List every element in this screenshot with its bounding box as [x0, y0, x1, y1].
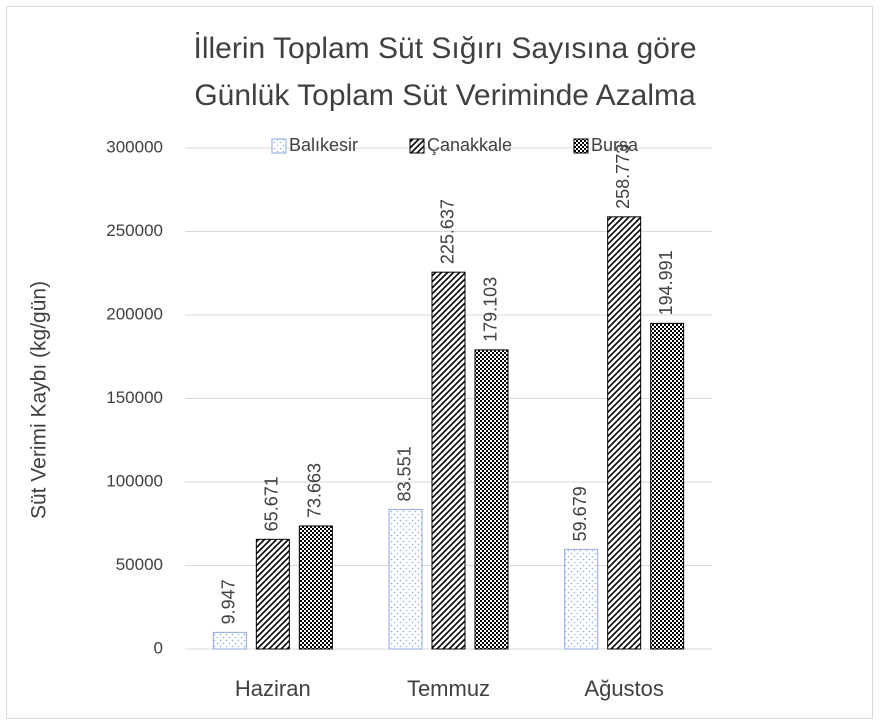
x-tick-label: Haziran: [235, 676, 311, 701]
x-tick-label: Temmuz: [407, 676, 490, 701]
legend-label: Çanakkale: [427, 135, 512, 155]
bar: [431, 271, 466, 650]
bar: [298, 525, 333, 650]
bar: [212, 631, 247, 650]
value-label: 9.947: [219, 579, 239, 624]
bar: [607, 216, 642, 650]
bar: [255, 538, 290, 650]
bar: [474, 349, 509, 650]
y-tick-label: 300000: [106, 137, 163, 156]
y-tick-label: 150000: [106, 388, 163, 407]
value-label: 179.103: [480, 277, 500, 342]
bar: [388, 508, 423, 650]
bar: [650, 322, 685, 650]
legend-label: Bursa: [591, 135, 639, 155]
legend-swatch: [271, 138, 287, 154]
y-tick-label: 50000: [116, 555, 163, 574]
value-label: 258.773: [613, 144, 633, 209]
y-tick-label: 0: [154, 638, 163, 657]
value-label: 59.679: [570, 486, 590, 541]
value-label: 194.991: [656, 250, 676, 315]
legend-swatch: [409, 138, 425, 154]
y-tick-label: 100000: [106, 471, 163, 490]
y-tick-label: 200000: [106, 304, 163, 323]
y-axis-label: Süt Verimi Kaybı (kg/gün): [28, 281, 51, 519]
legend-swatch: [573, 138, 589, 154]
value-label: 73.663: [305, 463, 325, 518]
legend-label: Balıkesir: [289, 135, 358, 155]
chart-title: Günlük Toplam Süt Veriminde Azalma: [194, 79, 696, 112]
y-tick-label: 250000: [106, 221, 163, 240]
value-label: 83.551: [394, 446, 414, 501]
chart-title: İllerin Toplam Süt Sığırı Sayısına göre: [193, 32, 696, 65]
x-tick-label: Ağustos: [584, 676, 664, 701]
bar: [564, 548, 599, 650]
value-label: 65.671: [262, 476, 282, 531]
value-label: 225.637: [437, 199, 457, 264]
